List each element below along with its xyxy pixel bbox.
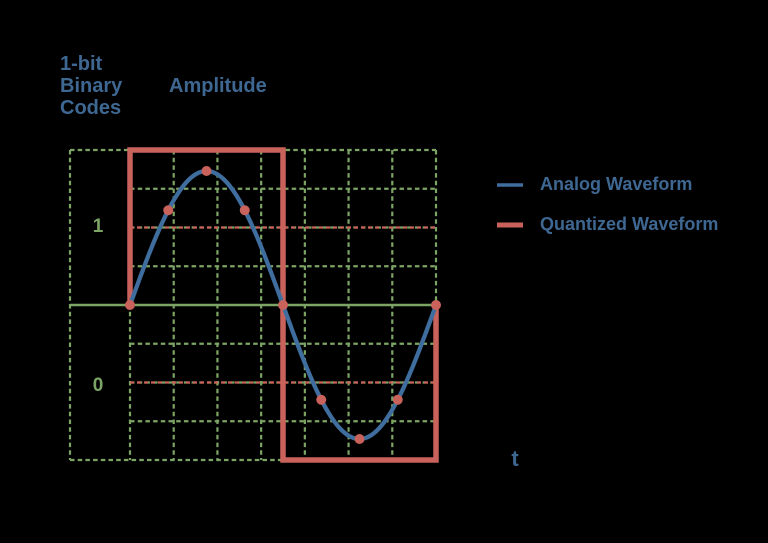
svg-text:1-bit: 1-bit [60, 53, 103, 75]
svg-text:0: 0 [93, 375, 104, 396]
svg-text:Amplitude: Amplitude [169, 75, 267, 97]
svg-text:Quantized Waveform: Quantized Waveform [540, 214, 718, 234]
svg-text:1: 1 [93, 216, 104, 237]
svg-text:Analog Waveform: Analog Waveform [540, 174, 692, 194]
svg-text:t: t [511, 446, 519, 471]
svg-text:Binary: Binary [60, 75, 123, 97]
svg-text:Codes: Codes [60, 97, 121, 119]
